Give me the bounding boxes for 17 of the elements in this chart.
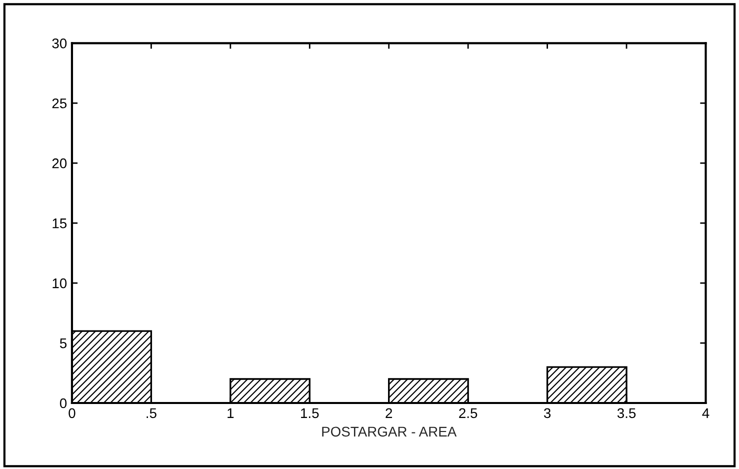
y-tick-label: 0 — [60, 398, 67, 408]
x-tick-label: 2 — [386, 408, 392, 418]
x-tick-label: 0 — [68, 408, 76, 418]
x-tick-label: 4 — [702, 408, 710, 418]
y-tick-label: 15 — [52, 218, 67, 228]
x-axis-title: POSTARGAR - AREA — [322, 426, 457, 437]
x-tick-label: 3 — [544, 408, 551, 418]
x-tick-label: 2.5 — [459, 408, 478, 418]
y-tick-label: 5 — [60, 338, 67, 348]
y-tick-label: 25 — [52, 98, 67, 108]
y-tick-label: 10 — [52, 278, 67, 288]
y-tick-label: 30 — [52, 38, 67, 48]
y-tick-label: 20 — [52, 158, 67, 168]
x-tick-label: 1 — [228, 408, 234, 418]
x-tick-label: .5 — [146, 408, 156, 418]
x-tick-label: 1.5 — [301, 408, 319, 418]
x-tick-label: 3.5 — [617, 408, 636, 418]
